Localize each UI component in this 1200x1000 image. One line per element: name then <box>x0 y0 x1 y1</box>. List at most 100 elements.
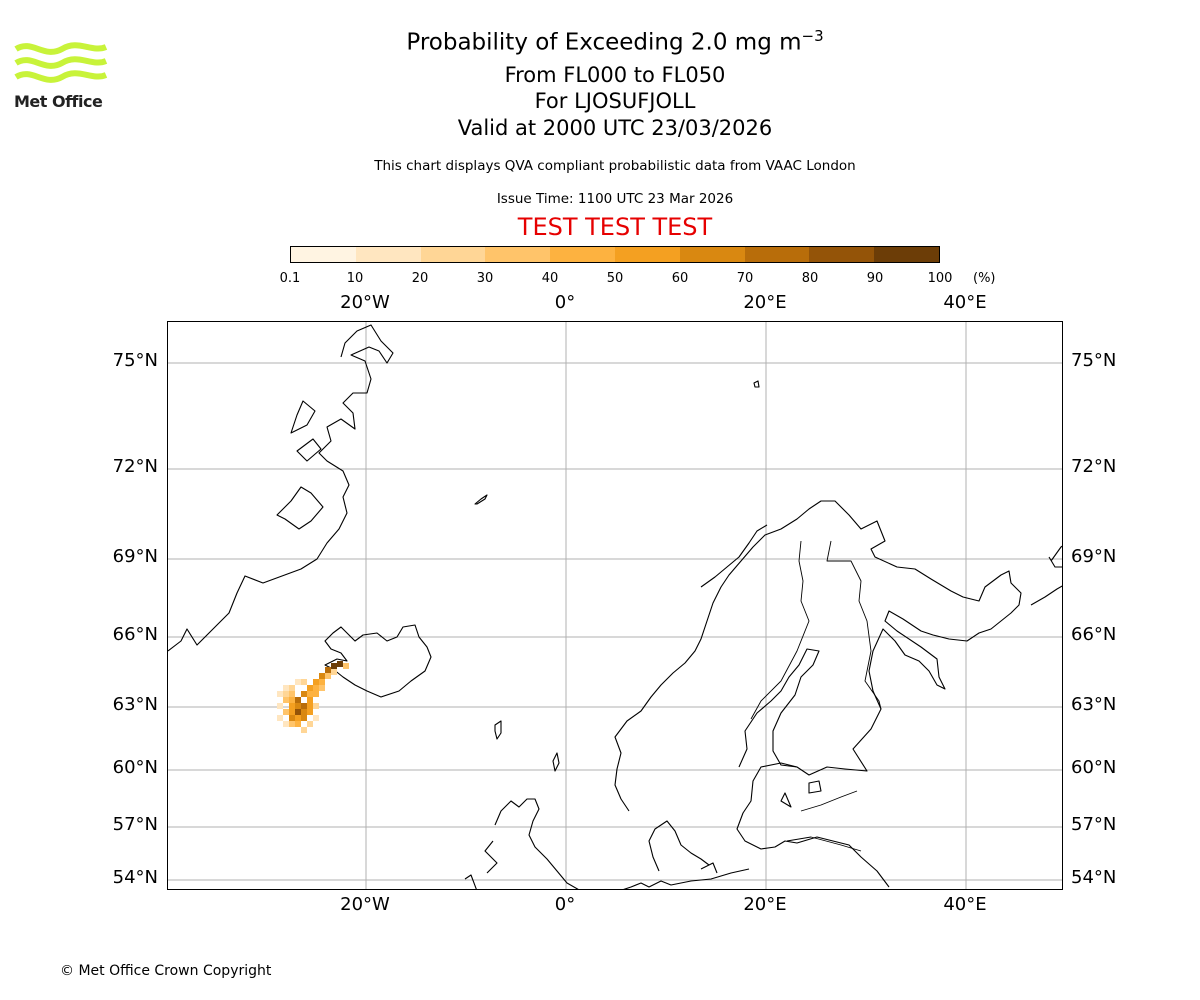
plume-cell <box>283 697 289 703</box>
lon-label-bottom-20e: 20°E <box>743 894 787 915</box>
colorbar-tick-label: 20 <box>411 271 429 286</box>
lat-label-right-66n: 66°N <box>1071 624 1117 645</box>
plume-cell <box>295 697 301 703</box>
issue-time: Issue Time: 1100 UTC 23 Mar 2026 <box>496 191 734 207</box>
plume-cell <box>319 673 325 679</box>
plume-cell <box>301 679 307 685</box>
lat-label-left-60n: 60°N <box>112 757 158 778</box>
colorbar-segment <box>485 247 551 262</box>
lat-label-left-66n: 66°N <box>112 624 158 645</box>
continental-europe-coastline <box>623 868 750 889</box>
plume-cell <box>313 691 319 697</box>
colorbar-segment <box>420 247 486 262</box>
colorbar-tick-label: 90 <box>866 271 884 286</box>
colorbar-tick-label: 100 <box>927 271 953 286</box>
lat-label-right-63n: 63°N <box>1071 694 1117 715</box>
map-panel[interactable] <box>167 321 1063 890</box>
lat-label-left-72n: 72°N <box>112 456 158 477</box>
colorbar-segment <box>614 247 680 262</box>
lon-label-top-0: 0° <box>554 292 576 313</box>
plume-cell <box>277 715 283 721</box>
plume-cell <box>313 715 319 721</box>
bear-island-coastline <box>753 380 760 388</box>
colorbar-segment <box>679 247 745 262</box>
flight-level-range: From FL000 to FL050 <box>504 63 726 87</box>
met-office-logo-icon <box>14 42 108 83</box>
lon-label-top-20e: 20°E <box>743 292 787 313</box>
plume-cell <box>313 703 319 709</box>
lat-label-right-72n: 72°N <box>1071 456 1117 477</box>
plume-cell <box>295 679 301 685</box>
plume-cell <box>289 685 295 691</box>
plume-cell <box>289 709 295 715</box>
plume-cell <box>301 703 307 709</box>
plume-cell <box>289 691 295 697</box>
plume-cell <box>283 691 289 697</box>
plume-cell <box>277 703 283 709</box>
colorbar-segment <box>809 247 875 262</box>
plume-cell <box>307 685 313 691</box>
saaremaa-coastline <box>808 780 822 794</box>
plume-cell <box>277 691 283 697</box>
lat-label-left-75n: 75°N <box>112 350 158 371</box>
colorbar-unit: (%) <box>973 271 996 286</box>
colorbar-segment <box>550 247 615 262</box>
lat-label-right-69n: 69°N <box>1071 546 1117 567</box>
graticule <box>168 322 1062 889</box>
plume-cell <box>307 709 313 715</box>
plume-cell <box>307 691 313 697</box>
lat-label-left-63n: 63°N <box>112 694 158 715</box>
met-office-logo-text: Met Office <box>14 92 103 111</box>
greenland-fjord-coast <box>276 486 324 530</box>
plume-cell <box>331 663 337 669</box>
copyright-notice: © Met Office Crown Copyright <box>60 963 272 979</box>
greenland-fjord-coast <box>290 400 316 434</box>
gotland-coastline <box>780 792 792 808</box>
lat-label-left-57n: 57°N <box>112 814 158 835</box>
plume-cell <box>289 715 295 721</box>
plume-cell <box>283 685 289 691</box>
lat-label-left-54n: 54°N <box>112 867 158 888</box>
baltic-borders <box>786 790 862 852</box>
probability-colorbar <box>290 246 940 263</box>
colorbar-segment <box>291 247 356 262</box>
colorbar-tick-label: 0.1 <box>279 271 301 286</box>
plume-cell <box>343 663 349 669</box>
plume-cell <box>325 673 331 679</box>
chart-description: This chart displays QVA compliant probab… <box>374 158 856 174</box>
plume-cell <box>313 685 319 691</box>
plume-cell <box>307 721 313 727</box>
plume-cell <box>301 709 307 715</box>
norway-coast-islands <box>700 524 768 588</box>
plume-cell <box>301 727 307 733</box>
colorbar-tick-label: 70 <box>736 271 754 286</box>
plume-cell <box>295 703 301 709</box>
plume-cell <box>289 697 295 703</box>
shetland-coastline <box>552 752 560 772</box>
map-canvas <box>168 322 1062 889</box>
colorbar-tick-label: 40 <box>541 271 559 286</box>
colorbar-tick-label: 60 <box>671 271 689 286</box>
norway-sweden-border <box>750 540 810 720</box>
lat-label-left-69n: 69°N <box>112 546 158 567</box>
colorbar-tick-label: 10 <box>346 271 364 286</box>
plume-cell <box>331 669 337 675</box>
great-britain-coastline <box>464 798 579 889</box>
lat-label-right-54n: 54°N <box>1071 867 1117 888</box>
lat-label-right-75n: 75°N <box>1071 350 1117 371</box>
plume-cell <box>319 685 325 691</box>
gulf-of-bothnia-coast <box>738 648 820 768</box>
plume-cell <box>319 679 325 685</box>
lon-label-top-20w: 20°W <box>340 292 390 313</box>
plume-cell <box>301 715 307 721</box>
plume-cell <box>307 697 313 703</box>
iceland-coastline <box>324 624 432 698</box>
plume-cell <box>301 691 307 697</box>
colorbar-tick-label: 50 <box>606 271 624 286</box>
colorbar-segment <box>355 247 421 262</box>
ash-probability-plume <box>277 661 349 733</box>
plume-cell <box>289 721 295 727</box>
lon-label-bottom-40e: 40°E <box>943 894 987 915</box>
plume-cell <box>283 709 289 715</box>
chart-title: Probability of Exceeding 2.0 mg m−3 <box>406 27 824 56</box>
